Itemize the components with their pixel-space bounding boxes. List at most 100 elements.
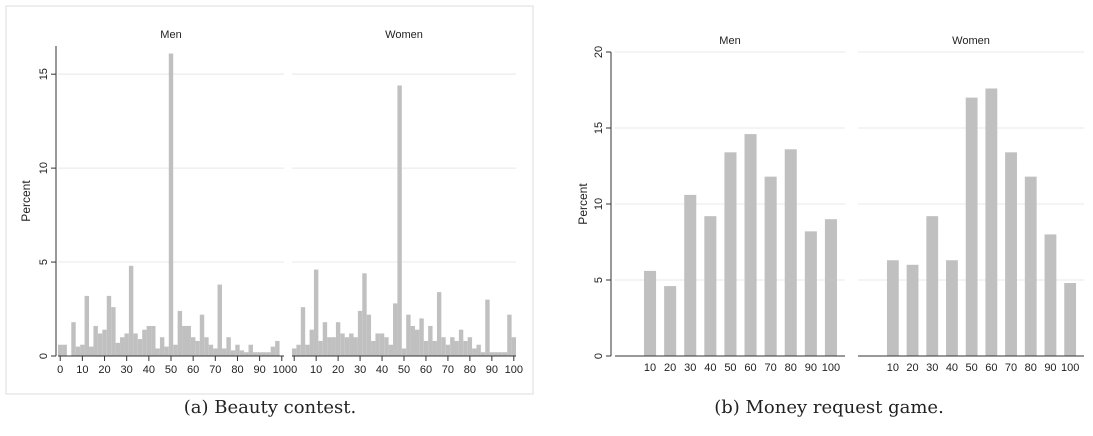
y-tick-label: 0 xyxy=(38,353,50,359)
x-tick-label: 90 xyxy=(1044,362,1056,374)
histogram-bar xyxy=(230,350,236,356)
x-tick-label: 0 xyxy=(57,364,63,376)
histogram-bar xyxy=(353,337,358,356)
x-tick-label: 80 xyxy=(231,364,243,376)
panel-money-request: 0 5 10 15 20 Percent Men 10 20 30 40 50 60 70 80 90 100 W… xyxy=(565,0,1093,436)
histogram-bar xyxy=(217,284,222,356)
bar xyxy=(724,152,737,356)
y-tick-label: 5 xyxy=(38,259,50,265)
histogram-bar xyxy=(168,53,174,357)
money-request-chart: 0 5 10 15 20 Percent Men 10 20 30 40 50 60 70 80 90 100 W… xyxy=(576,35,1084,374)
histogram-bar xyxy=(441,337,446,356)
x-tick-label: 20 xyxy=(906,362,918,374)
x-tick-label: 40 xyxy=(376,364,388,376)
bar xyxy=(744,134,757,356)
histogram-bar xyxy=(432,340,437,356)
x-tick-label: 60 xyxy=(985,362,997,374)
histogram-bar xyxy=(397,85,402,357)
x-tick-label: 70 xyxy=(209,364,221,376)
histogram-bar xyxy=(244,352,249,356)
histogram-bar xyxy=(476,344,481,356)
y-tick-label: 15 xyxy=(593,122,605,134)
bar xyxy=(764,176,777,356)
x-tick-label: 70 xyxy=(765,362,777,374)
panel-title: Women xyxy=(952,35,990,47)
x-tick-label: 30 xyxy=(684,362,696,374)
histogram-bar xyxy=(190,337,196,356)
histogram-bar xyxy=(137,339,143,356)
x-tick-label: 90 xyxy=(486,364,498,376)
x-tick-label: 40 xyxy=(704,362,716,374)
histogram-bar xyxy=(195,340,200,356)
histogram-bar xyxy=(436,292,442,356)
histogram-bar xyxy=(423,340,429,356)
x-tick-label: 80 xyxy=(1025,362,1037,374)
x-tick-label: 100 xyxy=(273,364,291,376)
histogram-bar xyxy=(186,325,191,356)
bar xyxy=(946,260,958,356)
histogram-bar xyxy=(305,344,310,356)
histogram-bar xyxy=(340,333,345,356)
bar xyxy=(886,260,899,356)
histogram-bar xyxy=(357,310,363,356)
histogram-bar xyxy=(266,352,271,356)
histogram-bar xyxy=(472,348,477,356)
x-tick-label: 30 xyxy=(121,364,133,376)
histogram-bar xyxy=(221,348,227,356)
histogram-bar xyxy=(313,269,319,356)
histogram-bar xyxy=(80,344,85,356)
histogram-bar xyxy=(115,342,121,356)
histogram-bar xyxy=(371,340,376,356)
histogram-bar xyxy=(331,337,336,356)
histogram-bar xyxy=(327,337,332,356)
bar xyxy=(1024,176,1037,356)
x-tick-label: 50 xyxy=(165,364,177,376)
x-tick-label: 20 xyxy=(98,364,110,376)
histogram-bar xyxy=(124,333,129,356)
histogram-bar xyxy=(393,303,398,356)
histogram-bar xyxy=(485,299,490,356)
histogram-bar xyxy=(120,337,125,356)
histogram-bar xyxy=(454,340,459,356)
histogram-bar xyxy=(511,337,516,356)
x-tick-label: 100 xyxy=(1061,362,1079,374)
histogram-bar xyxy=(159,337,165,356)
panel-beauty-contest: 0 5 10 15 Percent Men 0 10 20 30 40 50 60 70 80 90 100 Wo… xyxy=(0,0,540,436)
panel-title: Men xyxy=(719,35,740,47)
histogram-bar xyxy=(489,352,495,356)
histogram-bar xyxy=(204,337,209,356)
histogram-bar xyxy=(494,352,499,356)
x-tick-label: 30 xyxy=(926,362,938,374)
histogram-bar xyxy=(84,295,90,356)
histogram-bar xyxy=(458,329,464,356)
histogram-bar xyxy=(450,337,455,356)
histogram-bar xyxy=(366,314,372,356)
bar xyxy=(965,97,978,356)
x-tick-label: 70 xyxy=(1005,362,1017,374)
y-tick-label: 10 xyxy=(593,198,605,210)
histogram-bar xyxy=(384,337,389,356)
histogram-bar xyxy=(507,314,512,356)
histogram-bar xyxy=(467,337,473,356)
bar xyxy=(684,194,697,356)
histogram-bar xyxy=(270,346,276,356)
x-tick-label: 50 xyxy=(398,364,410,376)
x-tick-label: 10 xyxy=(76,364,88,376)
histogram-bar xyxy=(93,325,98,356)
y-tick-label: 20 xyxy=(593,46,605,58)
histogram-bar xyxy=(480,352,486,356)
histogram-bar xyxy=(275,340,280,356)
x-tick-label: 70 xyxy=(442,364,454,376)
x-tick-label: 80 xyxy=(464,364,476,376)
histogram-bar xyxy=(428,325,433,356)
bar xyxy=(926,216,939,356)
y-tick-label: 10 xyxy=(38,162,50,174)
histogram-bar xyxy=(106,295,112,356)
y-axis-label: Percent xyxy=(576,183,590,225)
bar xyxy=(906,264,919,356)
x-tick-label: 50 xyxy=(966,362,978,374)
x-tick-label: 100 xyxy=(822,362,840,374)
histogram-bar xyxy=(128,265,134,356)
histogram-bar xyxy=(261,352,267,356)
